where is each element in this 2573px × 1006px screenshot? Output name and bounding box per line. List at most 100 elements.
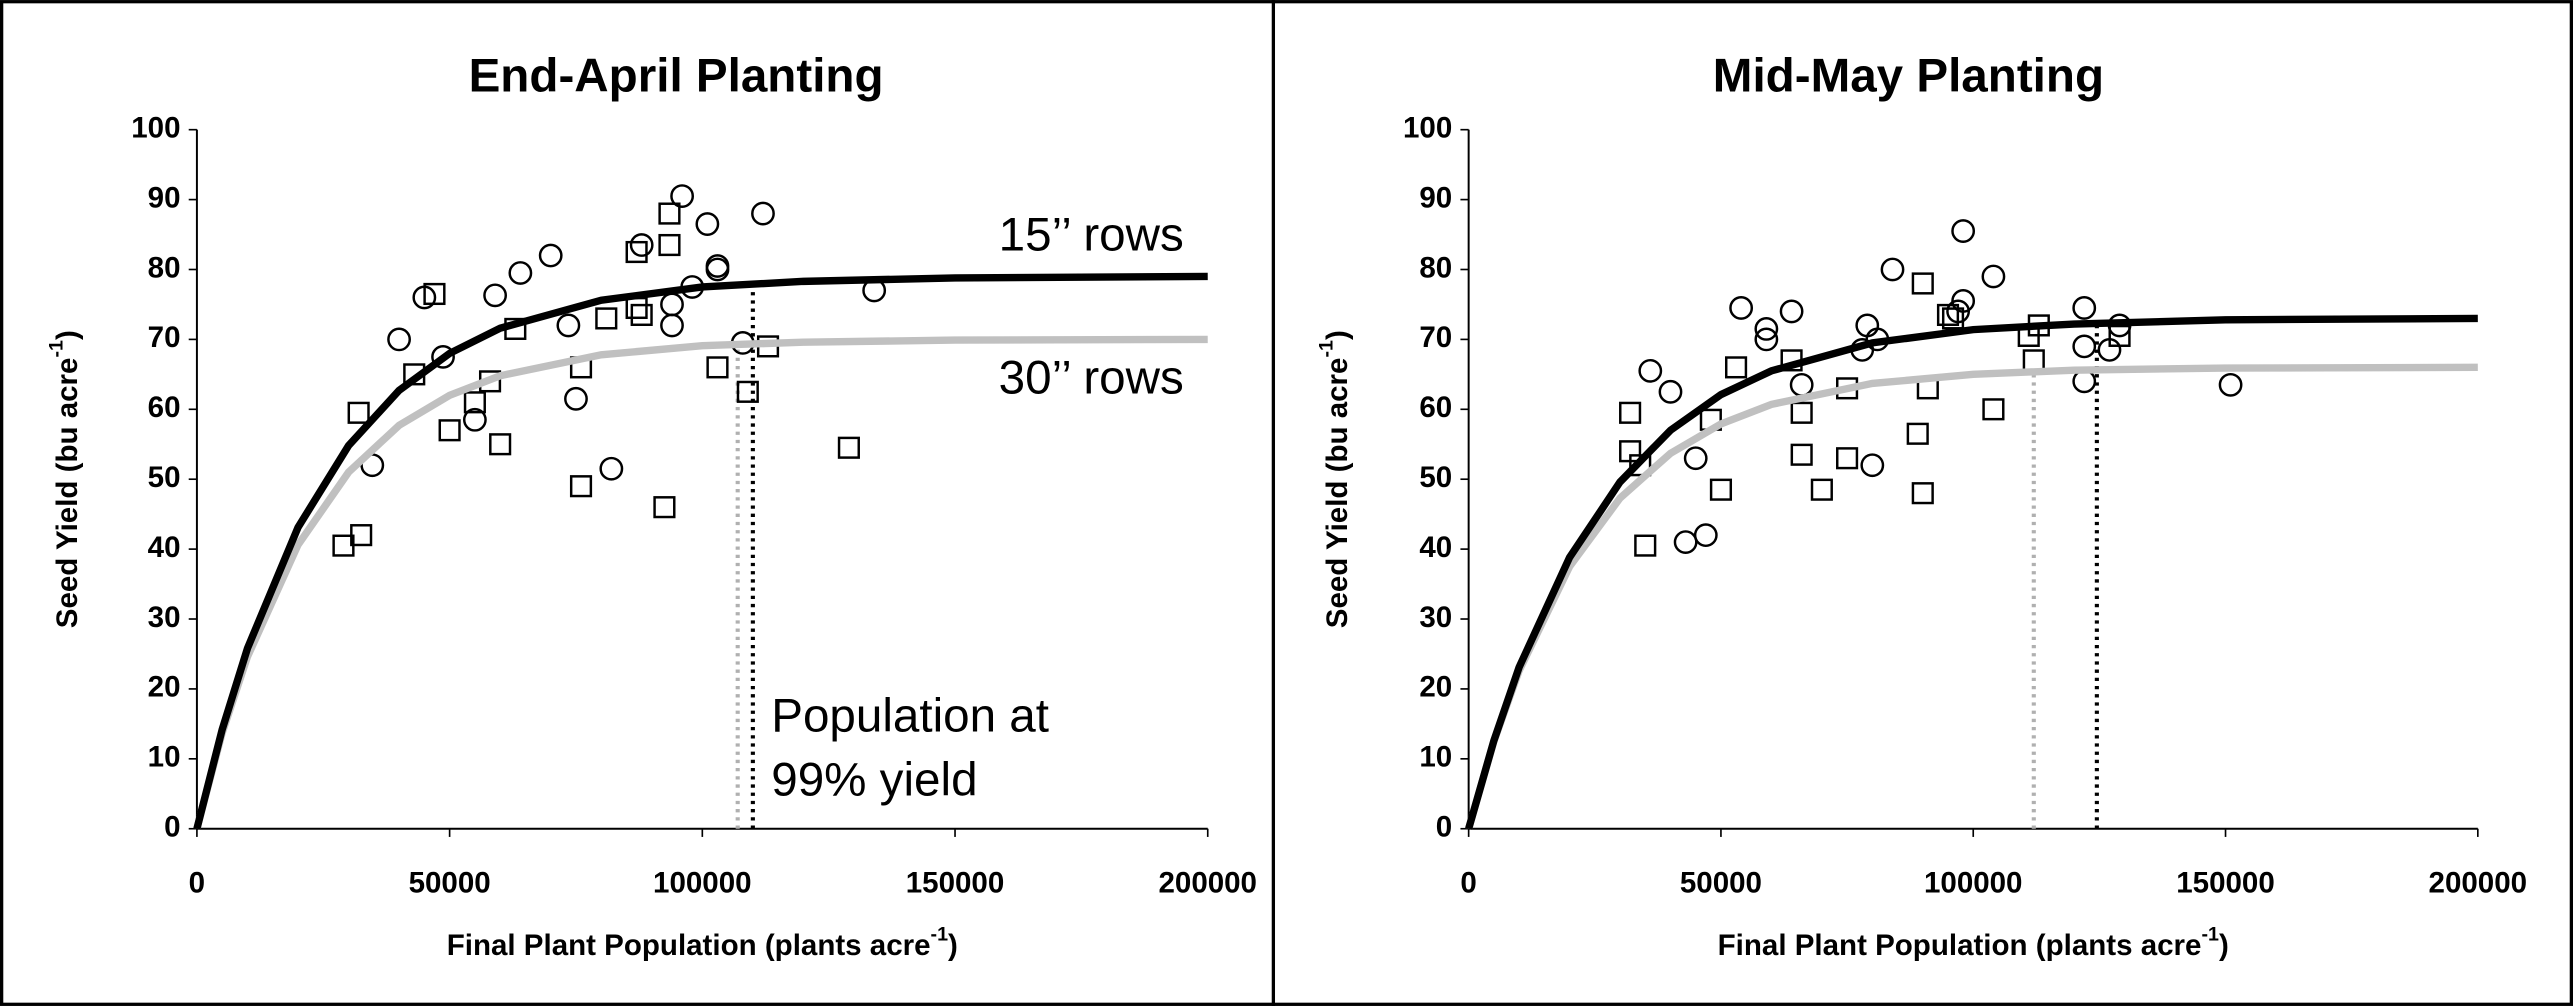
x-axis-label-end: ): [2219, 929, 2229, 962]
y-axis-label-text: Seed Yield (bu acre: [1321, 358, 1354, 629]
y-tick-label: 10: [1419, 741, 1452, 774]
point-circle: [462, 407, 487, 432]
y-tick-label: 0: [164, 811, 180, 844]
point-circle: [2072, 296, 2097, 320]
point-square: [625, 240, 648, 264]
y-tick-label: 30: [1419, 601, 1452, 634]
y-axis-label: Seed Yield (bu acre-1): [46, 330, 84, 628]
point-circle: [1754, 327, 1779, 352]
point-circle: [2072, 334, 2097, 359]
point-square: [2022, 349, 2045, 372]
x-axis-label-text: Final Plant Population (plants acre: [1718, 929, 2202, 962]
y-axis-label-end: ): [51, 330, 84, 340]
point-circle: [1693, 523, 1718, 548]
point-circle: [2072, 369, 2097, 394]
y-tick-label: 80: [1419, 251, 1452, 284]
x-tick-label: 0: [189, 866, 205, 899]
y-tick-label: 70: [1419, 321, 1452, 354]
point-square: [1709, 478, 1733, 501]
point-circle: [1658, 379, 1683, 404]
point-square: [1936, 303, 1960, 327]
point-square: [837, 436, 860, 459]
point-circle: [483, 283, 508, 308]
y-tick-label: 100: [131, 111, 180, 144]
point-square: [347, 401, 370, 424]
point-square: [1982, 398, 2005, 421]
point-square: [658, 233, 681, 257]
chart-title: Mid-May Planting: [1713, 49, 2104, 102]
y-tick-label: 70: [148, 321, 181, 354]
point-circle: [2218, 372, 2243, 397]
x-tick-label: 50000: [409, 866, 491, 899]
point-square: [1836, 447, 1859, 470]
chart-title: End-April Planting: [469, 49, 884, 102]
point-square: [569, 475, 593, 498]
point-square: [1911, 482, 1934, 505]
x-tick-label: 0: [1460, 866, 1476, 899]
point-circle: [431, 344, 455, 369]
point-circle: [1729, 296, 1754, 320]
point-square: [1725, 356, 1748, 379]
y-tick-label: 50: [1419, 461, 1452, 494]
point-square: [706, 356, 729, 379]
point-circle: [629, 233, 654, 257]
x-tick-label: 100000: [653, 866, 752, 899]
y-tick-label: 100: [1403, 111, 1452, 144]
y-axis-label-sup: -1: [1316, 340, 1338, 358]
y-tick-label: 50: [148, 461, 181, 494]
point-circle: [660, 292, 684, 317]
y-tick-label: 60: [148, 391, 181, 424]
fit-curve: [1465, 363, 2478, 830]
y-tick-label: 90: [148, 181, 181, 214]
x-tick-label: 150000: [2176, 866, 2274, 899]
point-square: [489, 433, 512, 456]
x-tick-label: 200000: [1158, 866, 1257, 899]
x-tick-label: 150000: [906, 866, 1005, 899]
y-tick-label: 10: [148, 741, 181, 774]
fit-curve: [193, 272, 1208, 830]
point-circle: [538, 243, 563, 268]
y-tick-label: 20: [148, 671, 181, 704]
point-circle: [1638, 358, 1663, 383]
x-axis-label-text: Final Plant Population (plants acre: [447, 929, 931, 962]
y-axis-label-end: ): [1321, 330, 1354, 340]
x-tick-label: 50000: [1680, 866, 1762, 899]
point-square: [595, 307, 618, 330]
curve-label: 15’’ rows: [999, 209, 1184, 262]
curve-label: 30’’ rows: [999, 351, 1184, 404]
y-tick-label: 40: [148, 531, 181, 564]
point-circle: [1789, 372, 1814, 397]
point-square: [658, 202, 681, 225]
fit-curve: [1465, 314, 2478, 830]
point-square: [625, 296, 648, 320]
y-axis-label: Seed Yield (bu acre-1): [1316, 330, 1354, 628]
point-square: [463, 391, 486, 414]
x-axis-label: Final Plant Population (plants acre-1): [1718, 924, 2229, 962]
point-circle: [1981, 264, 2006, 289]
annotation: 99% yield: [771, 753, 977, 806]
point-circle: [670, 184, 695, 208]
point-square: [1629, 454, 1652, 477]
point-square: [1790, 443, 1813, 466]
point-circle: [705, 257, 730, 282]
point-square: [1906, 422, 1929, 445]
point-circle: [599, 456, 624, 481]
point-square: [438, 419, 461, 442]
x-axis-label-sup: -1: [931, 924, 949, 946]
point-circle: [387, 327, 411, 352]
y-tick-label: 30: [148, 601, 181, 634]
x-axis-label-end: ): [948, 929, 958, 962]
point-circle: [751, 201, 775, 226]
point-circle: [1860, 453, 1885, 478]
point-circle: [1673, 530, 1698, 555]
point-circle: [1779, 299, 1804, 324]
point-circle: [508, 261, 533, 285]
point-square: [1790, 401, 1813, 424]
point-square: [630, 303, 653, 327]
y-axis-label-sup: -1: [46, 340, 68, 358]
y-tick-label: 20: [1419, 671, 1452, 704]
point-circle: [660, 313, 684, 338]
x-tick-label: 200000: [2429, 866, 2527, 899]
